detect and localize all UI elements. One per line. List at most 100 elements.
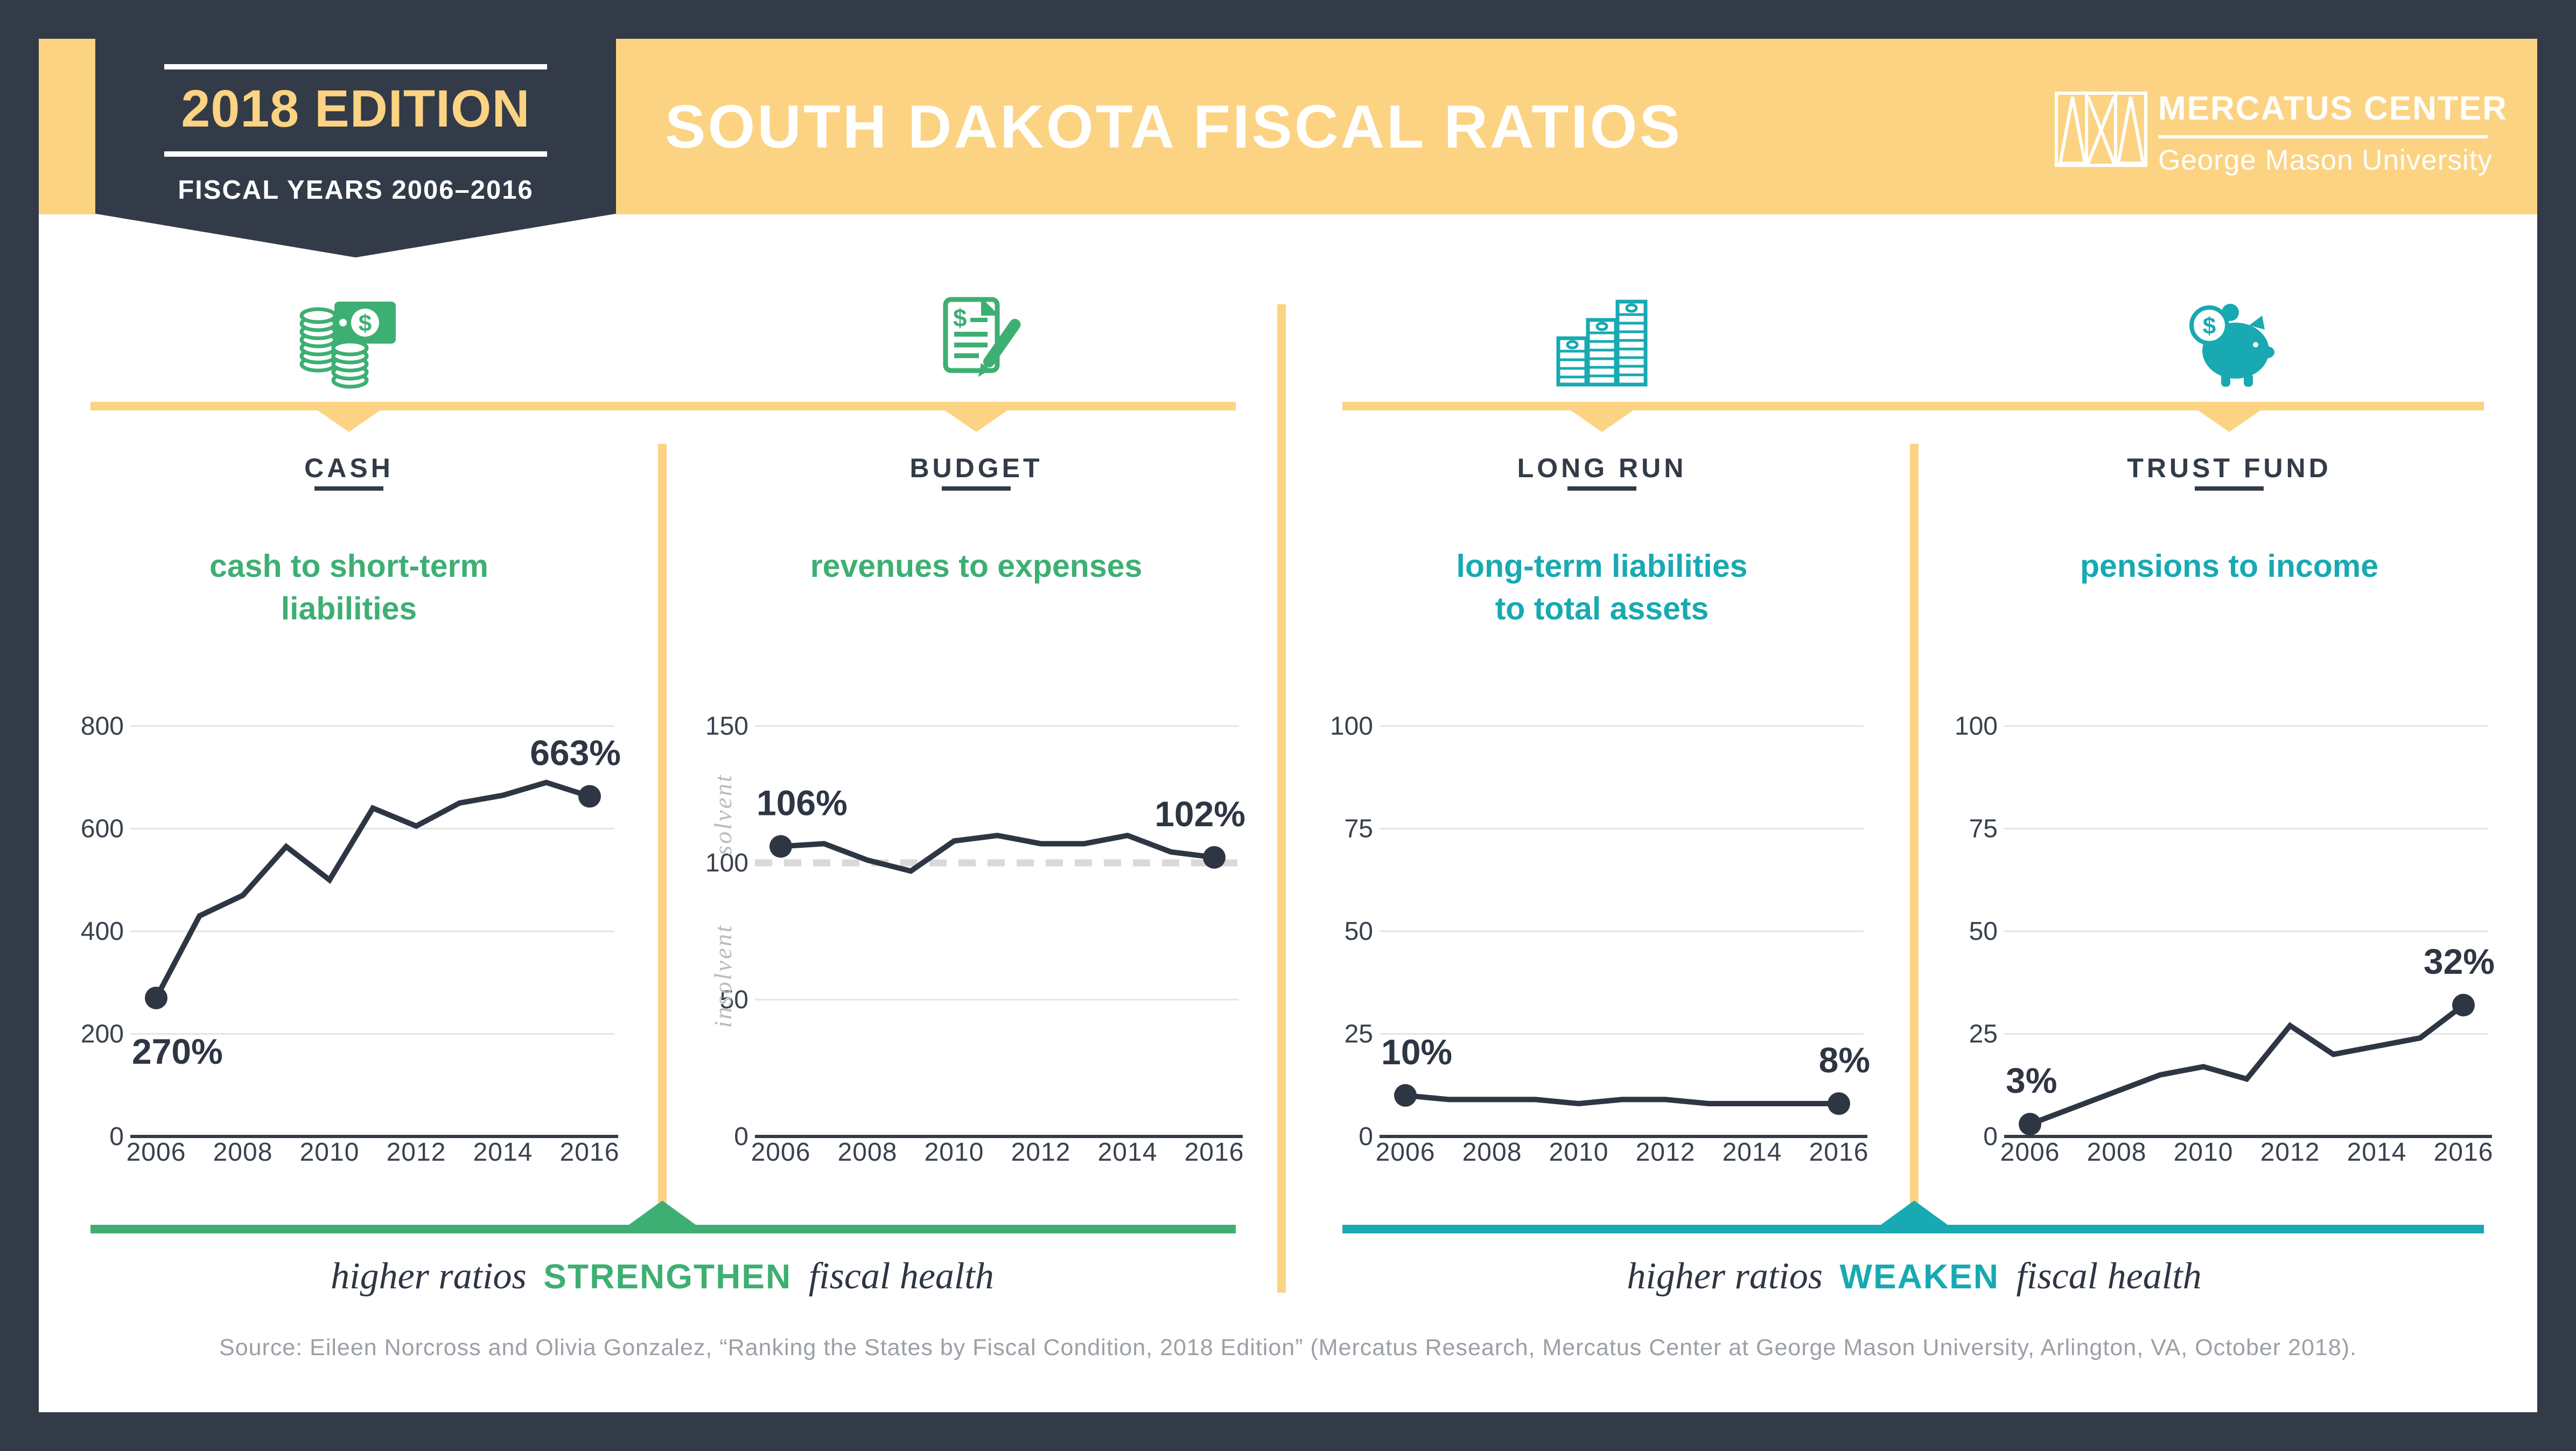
edition-label: 2018 EDITION <box>181 79 530 138</box>
svg-text:2016: 2016 <box>1185 1138 1244 1167</box>
svg-text:2012: 2012 <box>387 1138 446 1167</box>
subtitle-budget-line1: revenues to expenses <box>810 548 1143 584</box>
svg-text:insolvent: insolvent <box>709 924 737 1028</box>
svg-text:75: 75 <box>1969 815 1998 843</box>
svg-text:2016: 2016 <box>2434 1138 2494 1167</box>
edition-banner: 2018 EDITION FISCAL YEARS 2006–2016 <box>95 0 616 257</box>
svg-text:0: 0 <box>109 1122 124 1151</box>
svg-text:2016: 2016 <box>1809 1138 1869 1167</box>
logo-rule <box>2158 135 2488 138</box>
svg-text:100: 100 <box>705 849 748 877</box>
logo-university: George Mason University <box>2158 144 2493 176</box>
svg-text:2012: 2012 <box>1636 1138 1696 1167</box>
section-title-trust-fund: TRUST FUND <box>2127 453 2332 483</box>
subtitle-trust-fund: pensions to income <box>1987 545 2472 588</box>
pointer-cash <box>318 410 380 432</box>
subtitle-cash: cash to short-term liabilities <box>107 545 591 630</box>
footer-pointer-weaken <box>1881 1201 1948 1225</box>
subtitle-long-run: long-term liabilities to total assets <box>1360 545 1844 630</box>
svg-text:2014: 2014 <box>1098 1138 1158 1167</box>
banner-rule-bottom <box>164 151 547 157</box>
tagline-strengthen: higher ratios STRENGTHEN fiscal health <box>92 1255 1233 1298</box>
tagline-right-keyword: WEAKEN <box>1839 1257 1999 1296</box>
svg-text:2016: 2016 <box>560 1138 620 1167</box>
subtitle-long-run-line1: long-term liabilities <box>1456 548 1748 584</box>
underline-budget <box>942 486 1011 491</box>
svg-text:2012: 2012 <box>2260 1138 2320 1167</box>
logo-name: MERCATUS CENTER <box>2158 90 2508 127</box>
subtitle-long-run-line2: to total assets <box>1495 591 1709 626</box>
subtitle-trust-fund-line1: pensions to income <box>2080 548 2379 584</box>
svg-text:0: 0 <box>1983 1122 1998 1151</box>
section-title-cash: CASH <box>304 453 394 483</box>
svg-text:102%: 102% <box>1154 794 1245 834</box>
pointer-trust-fund <box>2198 410 2260 432</box>
svg-text:800: 800 <box>81 712 124 741</box>
svg-text:2008: 2008 <box>213 1138 273 1167</box>
chart-pensions-to-income: 0 25 50 75 100 3% 32% 2006 2008 2010 2012 2014 2016 <box>1955 712 2495 1167</box>
tagline-left-keyword: STRENGTHEN <box>543 1257 792 1296</box>
svg-text:2006: 2006 <box>2000 1138 2060 1167</box>
svg-text:100: 100 <box>1330 712 1373 741</box>
svg-text:50: 50 <box>1345 917 1373 946</box>
underline-cash <box>314 486 383 491</box>
svg-text:2014: 2014 <box>473 1138 533 1167</box>
tagline-left-pre: higher ratios <box>331 1255 527 1297</box>
subtitle-budget: revenues to expenses <box>734 545 1219 588</box>
svg-text:75: 75 <box>1345 815 1373 843</box>
fiscal-years-label: FISCAL YEARS 2006–2016 <box>178 176 534 205</box>
svg-text:2006: 2006 <box>1376 1138 1436 1167</box>
svg-text:25: 25 <box>1345 1020 1373 1049</box>
underline-long-run <box>1567 486 1636 491</box>
svg-text:2010: 2010 <box>300 1138 360 1167</box>
svg-text:solvent: solvent <box>709 773 737 855</box>
svg-text:2012: 2012 <box>1011 1138 1071 1167</box>
svg-text:8%: 8% <box>1819 1040 1870 1080</box>
source-citation: Source: Eileen Norcross and Olivia Gonza… <box>219 1335 2357 1361</box>
page-title: SOUTH DAKOTA FISCAL RATIOS <box>665 93 1682 161</box>
svg-text:3%: 3% <box>2006 1061 2057 1100</box>
chart-revenues-to-expenses: 0 50 100 150 solvent insolvent 106% 102% 2006 200… <box>705 712 1245 1167</box>
svg-text:2008: 2008 <box>1462 1138 1522 1167</box>
svg-text:2010: 2010 <box>2174 1138 2234 1167</box>
vertical-divider-center <box>1277 304 1286 1293</box>
svg-text:2010: 2010 <box>925 1138 984 1167</box>
svg-text:2008: 2008 <box>838 1138 898 1167</box>
footer-bar-weaken <box>1342 1225 2484 1233</box>
subtitle-cash-line1: cash to short-term <box>209 548 488 584</box>
svg-text:400: 400 <box>81 917 124 946</box>
svg-text:32%: 32% <box>2424 941 2495 981</box>
svg-text:2006: 2006 <box>127 1138 186 1167</box>
tagline-left-post: fiscal health <box>808 1255 994 1297</box>
svg-text:$: $ <box>359 310 372 337</box>
divider-line-left <box>90 402 1236 410</box>
cash-coins-icon: $ <box>299 302 396 389</box>
svg-text:663%: 663% <box>530 733 621 772</box>
footer-bar-strengthen <box>90 1225 1236 1233</box>
banner-rule-top <box>164 64 547 69</box>
svg-text:25: 25 <box>1969 1020 1998 1049</box>
svg-text:$: $ <box>953 304 967 332</box>
chart-cash-to-short-term-liabilities: 0 200 400 600 800 270% 663% 2006 2008 2010 2012 201… <box>81 712 621 1167</box>
piggy-bank-icon: $ <box>2189 304 2274 387</box>
svg-text:100: 100 <box>1955 712 1998 741</box>
svg-text:2006: 2006 <box>751 1138 811 1167</box>
vertical-divider-cash-budget <box>658 444 667 1212</box>
vertical-divider-longrun-trustfund <box>1910 444 1919 1212</box>
budget-document-icon: $ <box>943 297 1021 377</box>
svg-text:200: 200 <box>81 1020 124 1049</box>
section-title-budget: BUDGET <box>909 453 1043 483</box>
footer-pointer-strengthen <box>629 1201 696 1225</box>
svg-text:2014: 2014 <box>1723 1138 1782 1167</box>
mercatus-logo-icon <box>2055 92 2147 167</box>
svg-text:2014: 2014 <box>2347 1138 2407 1167</box>
pointer-budget <box>945 410 1007 432</box>
svg-text:106%: 106% <box>757 783 848 823</box>
tagline-right-post: fiscal health <box>2016 1255 2202 1297</box>
divider-line-right <box>1342 402 2484 410</box>
svg-text:50: 50 <box>720 986 748 1014</box>
svg-text:0: 0 <box>1359 1122 1373 1151</box>
tagline-right-pre: higher ratios <box>1627 1255 1823 1297</box>
svg-text:0: 0 <box>734 1122 748 1151</box>
